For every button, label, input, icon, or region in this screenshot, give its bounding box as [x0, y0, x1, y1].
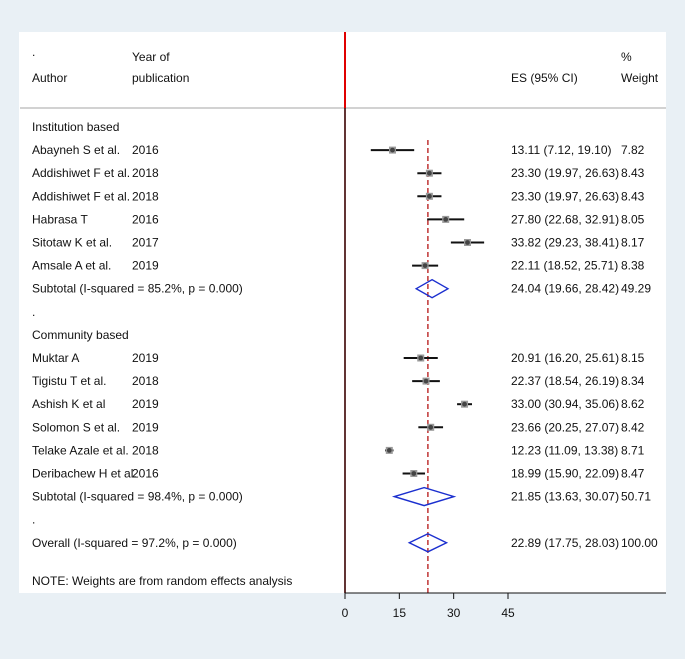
x-axis: 0 15 30 45 — [342, 593, 515, 620]
x-tick-label: 45 — [501, 606, 515, 620]
study-weight: 8.34 — [621, 374, 645, 388]
study-weight: 8.71 — [621, 443, 645, 457]
study-point — [426, 193, 432, 199]
study-year: 2016 — [132, 467, 159, 481]
study-es-ci: 22.37 (18.54, 26.19) — [511, 374, 619, 388]
subtotal-es-ci: 21.85 (13.63, 30.07) — [511, 490, 619, 504]
study-weight: 8.43 — [621, 189, 645, 203]
study-weight: 8.38 — [621, 259, 645, 273]
group-spacer: . — [32, 513, 35, 527]
study-author: Deribachew H et al. — [32, 467, 137, 481]
group-spacer: . — [32, 305, 35, 319]
study-point — [426, 170, 432, 176]
study-year: 2019 — [132, 259, 159, 273]
study-point — [411, 471, 417, 476]
study-point — [465, 240, 470, 245]
study-year: 2018 — [132, 166, 159, 180]
study-weight: 8.62 — [621, 397, 645, 411]
study-es-ci: 33.82 (29.23, 38.41) — [511, 236, 619, 250]
study-weight: 8.43 — [621, 166, 645, 180]
study-es-ci: 23.30 (19.97, 26.63) — [511, 166, 619, 180]
study-point — [418, 355, 424, 361]
subtotal-diamond — [414, 278, 450, 299]
header-year-line2: publication — [132, 71, 189, 85]
study-author: Abayneh S et al. — [32, 143, 120, 157]
x-tick-label: 15 — [393, 606, 407, 620]
study-year: 2016 — [132, 143, 159, 157]
study-author: Amsale A et al. — [32, 259, 111, 273]
overall-es-ci: 22.89 (17.75, 28.03) — [511, 536, 619, 550]
subtotal-es-ci: 24.04 (19.66, 28.42) — [511, 282, 619, 296]
study-es-ci: 23.66 (20.25, 27.07) — [511, 420, 619, 434]
subtotal-weight: 49.29 — [621, 282, 651, 296]
study-point — [428, 424, 434, 430]
study-es-ci: 23.30 (19.97, 26.63) — [511, 189, 619, 203]
study-year: 2019 — [132, 420, 159, 434]
study-year: 2019 — [132, 351, 159, 365]
study-author: Tigistu T et al. — [32, 374, 106, 388]
study-es-ci: 13.11 (7.12, 19.10) — [511, 143, 612, 157]
overall-diamond — [407, 533, 449, 553]
subtotal-diamond — [391, 486, 457, 507]
study-author: Muktar A — [32, 351, 79, 365]
study-year: 2016 — [132, 212, 159, 226]
study-year: 2018 — [132, 189, 159, 203]
study-es-ci: 27.80 (22.68, 32.91) — [511, 212, 619, 226]
study-weight: 8.05 — [621, 212, 645, 226]
study-weight: 8.42 — [621, 420, 645, 434]
study-author: Telake Azale et al. — [32, 443, 129, 457]
study-weight: 8.47 — [621, 467, 645, 481]
study-point — [422, 263, 428, 268]
study-point — [386, 448, 392, 453]
study-point — [443, 217, 449, 222]
corner-mark: . — [32, 45, 35, 59]
study-year: 2019 — [132, 397, 159, 411]
overall-label: Overall (I-squared = 97.2%, p = 0.000) — [32, 536, 237, 550]
study-year: 2018 — [132, 374, 159, 388]
study-year: 2018 — [132, 443, 159, 457]
subtotal-label: Subtotal (I-squared = 85.2%, p = 0.000) — [32, 282, 243, 296]
x-tick-label: 0 — [342, 606, 349, 620]
footnote: NOTE: Weights are from random effects an… — [32, 574, 292, 588]
rows: Institution based Abayneh S et al. 2016 13.… — [32, 120, 658, 553]
header-author: Author — [32, 71, 67, 85]
study-year: 2017 — [132, 236, 159, 250]
plot-background — [19, 32, 666, 593]
header-es: ES (95% CI) — [511, 71, 578, 85]
study-point — [462, 401, 467, 407]
study-weight: 7.82 — [621, 143, 645, 157]
study-weight: 8.15 — [621, 351, 645, 365]
study-point — [423, 378, 429, 384]
study-es-ci: 20.91 (16.20, 25.61) — [511, 351, 619, 365]
study-weight: 8.17 — [621, 236, 645, 250]
study-author: Addishiwet F et al. — [32, 189, 130, 203]
header-weight-line1: % — [621, 50, 632, 64]
study-author: Habrasa T — [32, 212, 88, 226]
study-author: Sitotaw K et al. — [32, 236, 112, 250]
study-es-ci: 18.99 (15.90, 22.09) — [511, 467, 619, 481]
study-author: Addishiwet F et al. — [32, 166, 130, 180]
x-tick-label: 30 — [447, 606, 461, 620]
study-author: Ashish K et al — [32, 397, 105, 411]
group-heading: Community based — [32, 328, 129, 342]
header-year-line1: Year of — [132, 50, 170, 64]
study-es-ci: 12.23 (11.09, 13.38) — [511, 443, 618, 457]
study-point — [390, 147, 395, 153]
study-es-ci: 33.00 (30.94, 35.06) — [511, 397, 619, 411]
header-weight-line2: Weight — [621, 71, 659, 85]
study-es-ci: 22.11 (18.52, 25.71) — [511, 259, 618, 273]
overall-weight: 100.00 — [621, 536, 658, 550]
subtotal-weight: 50.71 — [621, 490, 651, 504]
group-heading: Institution based — [32, 120, 119, 134]
subtotal-label: Subtotal (I-squared = 98.4%, p = 0.000) — [32, 490, 243, 504]
study-author: Solomon S et al. — [32, 420, 120, 434]
